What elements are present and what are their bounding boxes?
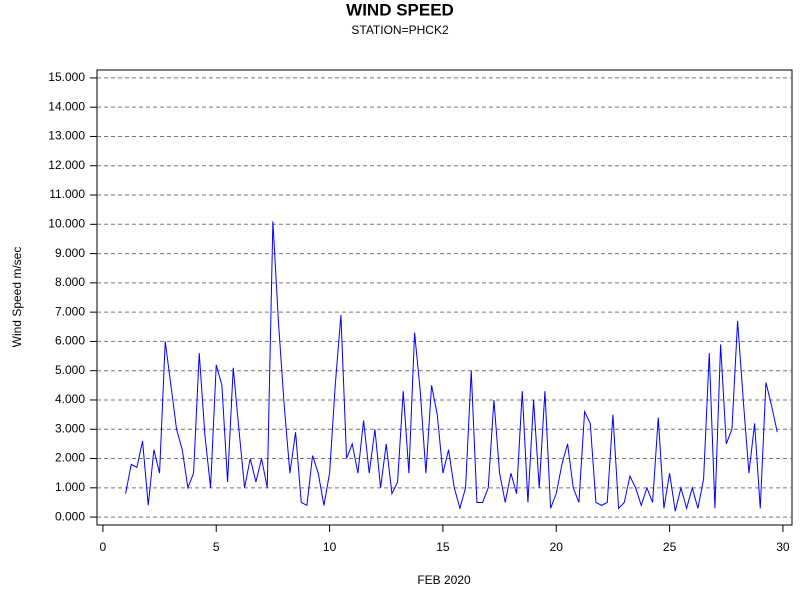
- y-axis-label: Wind Speed m/sec: [10, 247, 24, 348]
- y-tick-label: 15.000: [48, 70, 85, 84]
- y-tick-label: 4.000: [55, 392, 85, 406]
- data-line: [125, 221, 778, 512]
- plot-frame: [96, 69, 793, 526]
- y-tick-label: 13.000: [48, 129, 85, 143]
- y-tick-label: 7.000: [55, 304, 85, 318]
- y-tick-label: 11.000: [49, 187, 85, 201]
- x-tick-label: 10: [323, 540, 337, 554]
- chart-title: WIND SPEED: [346, 0, 454, 19]
- y-tick-label: 0.000: [55, 509, 85, 523]
- x-tick-label: 0: [100, 540, 107, 554]
- y-tick-label: 1.000: [55, 480, 85, 494]
- x-tick-label: 15: [436, 540, 450, 554]
- x-axis-label: FEB 2020: [417, 573, 471, 587]
- y-tick-label: 5.000: [55, 363, 85, 377]
- y-tick-label: 8.000: [55, 275, 85, 289]
- x-tick-label: 25: [663, 540, 677, 554]
- y-tick-label: 14.000: [48, 99, 85, 113]
- y-tick-label: 12.000: [48, 158, 85, 172]
- chart-subtitle: STATION=PHCK2: [351, 23, 449, 37]
- y-tick-label: 6.000: [55, 334, 85, 348]
- x-tick-label: 5: [213, 540, 220, 554]
- y-tick-label: 2.000: [55, 451, 85, 465]
- y-tick-label: 10.000: [48, 216, 85, 230]
- x-tick-label: 20: [550, 540, 564, 554]
- x-tick-label: 30: [776, 540, 790, 554]
- y-tick-label: 9.000: [55, 246, 85, 260]
- y-tick-label: 3.000: [55, 421, 85, 435]
